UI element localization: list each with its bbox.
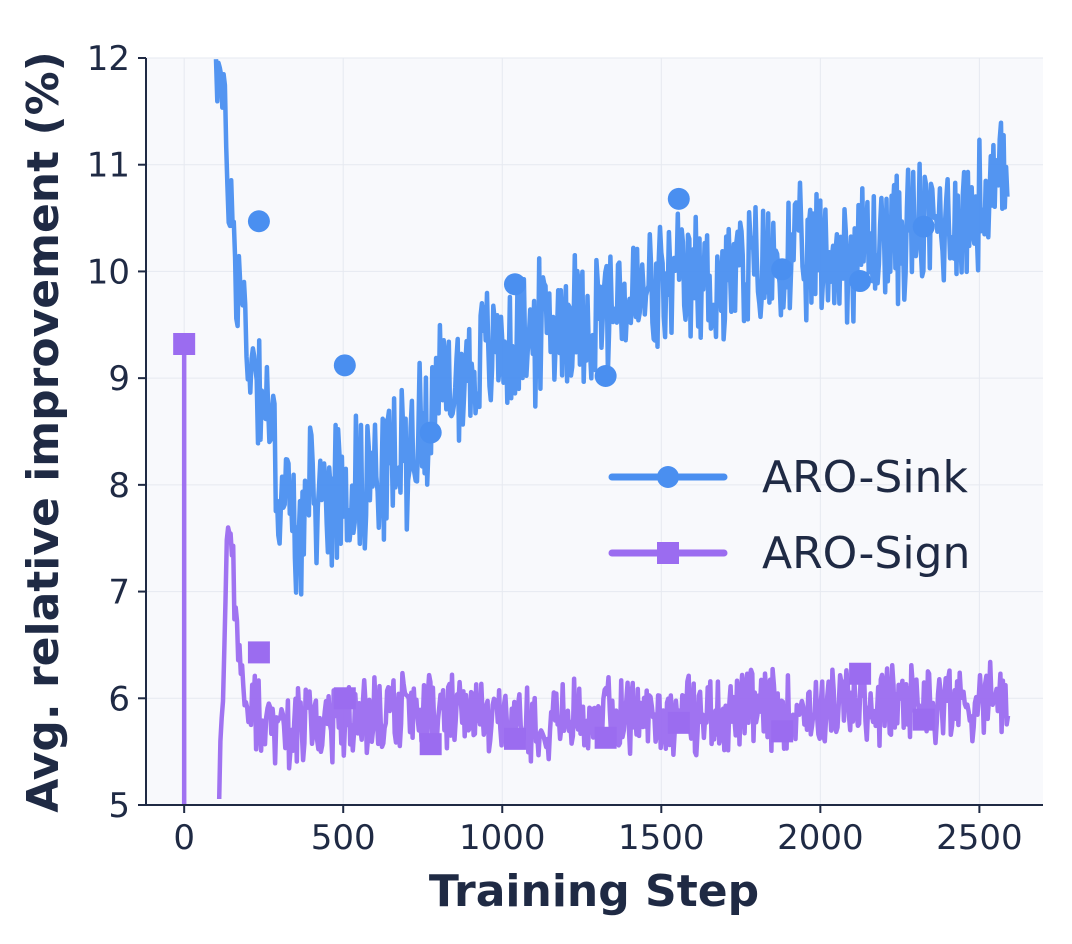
x-tick-label: 500 bbox=[311, 818, 376, 858]
x-tick-label: 2000 bbox=[777, 818, 864, 858]
x-tick-label: 1000 bbox=[459, 818, 546, 858]
data-point-aro-sign bbox=[333, 687, 356, 710]
data-point-aro-sign bbox=[849, 662, 872, 685]
y-tick-label: 6 bbox=[108, 679, 130, 719]
axis-ticks: 0 500 1000 1500 2000 2500 5 6 7 8 9 10 11 12 bbox=[87, 39, 1023, 858]
series-line-aro-sink bbox=[213, 59, 1010, 597]
y-tick-label: 9 bbox=[108, 359, 130, 399]
data-point-aro-sign bbox=[667, 711, 690, 734]
x-tick-label: 1500 bbox=[618, 818, 705, 858]
legend-marker-aro-sign bbox=[657, 542, 679, 564]
data-point-aro-sink bbox=[247, 210, 270, 233]
y-tick-label: 11 bbox=[87, 146, 130, 186]
legend: ARO-Sink ARO-Sign bbox=[608, 452, 970, 579]
data-point-aro-sign bbox=[771, 720, 794, 743]
y-tick-label: 12 bbox=[87, 39, 130, 79]
data-point-aro-sign bbox=[419, 733, 442, 756]
data-point-aro-sink bbox=[667, 187, 690, 210]
x-tick-label: 2500 bbox=[936, 818, 1023, 858]
data-point-aro-sink bbox=[419, 421, 442, 444]
y-tick-label: 8 bbox=[108, 466, 130, 506]
legend-label-aro-sink: ARO-Sink bbox=[762, 452, 968, 503]
data-point-aro-sink bbox=[594, 365, 617, 388]
y-axis-title: Avg. relative improvement (%) bbox=[18, 51, 69, 813]
series-aro-sink bbox=[213, 59, 1010, 597]
y-tick-label: 7 bbox=[108, 573, 130, 613]
data-point-aro-sign bbox=[247, 641, 270, 664]
data-point-aro-sign bbox=[912, 708, 935, 731]
data-point-aro-sink bbox=[333, 354, 356, 377]
legend-label-aro-sign: ARO-Sign bbox=[762, 528, 970, 579]
x-tick-label: 0 bbox=[173, 818, 195, 858]
data-point-aro-sink bbox=[771, 258, 794, 281]
data-point-aro-sink bbox=[503, 273, 526, 296]
data-point-aro-sign bbox=[173, 332, 196, 355]
series-aro-sign bbox=[173, 332, 1011, 805]
y-tick-label: 5 bbox=[108, 786, 130, 826]
series-layer bbox=[173, 59, 1011, 805]
data-point-aro-sink bbox=[849, 270, 872, 293]
y-tick-label: 10 bbox=[87, 252, 130, 292]
data-point-aro-sign bbox=[594, 726, 617, 749]
x-axis-title: Training Step bbox=[429, 866, 759, 917]
data-point-aro-sink bbox=[912, 215, 935, 238]
data-point-aro-sign bbox=[503, 727, 526, 750]
legend-marker-aro-sink bbox=[657, 466, 679, 488]
